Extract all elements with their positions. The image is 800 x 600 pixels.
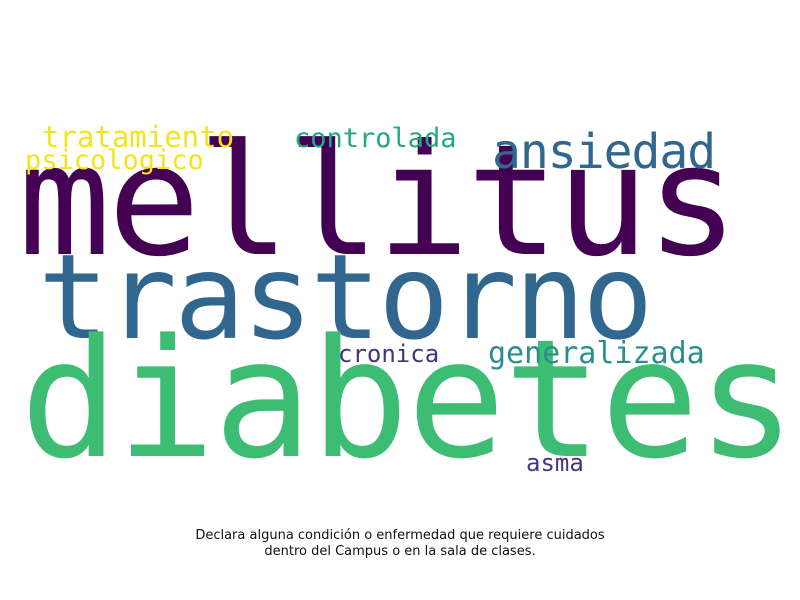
word-controlada: controlada	[294, 123, 457, 154]
word-psicologico: psicologico	[25, 145, 204, 176]
caption: Declara alguna condición o enfermedad qu…	[0, 528, 800, 560]
caption-line-2: dentro del Campus o en la sala de clases…	[264, 544, 536, 559]
word-trastorno: trastorno	[38, 228, 653, 366]
word-ansiedad: ansiedad	[492, 124, 716, 180]
word-asma: asma	[526, 449, 584, 477]
word-tratamiento: tratamiento	[42, 120, 235, 154]
word-mellitus: mellitus	[18, 112, 739, 291]
word-generalizada: generalizada	[488, 336, 705, 371]
word-diabetes: diabetes	[20, 304, 796, 495]
caption-line-1: Declara alguna condición o enfermedad qu…	[195, 528, 605, 543]
word-cronica: cronica	[338, 340, 440, 368]
